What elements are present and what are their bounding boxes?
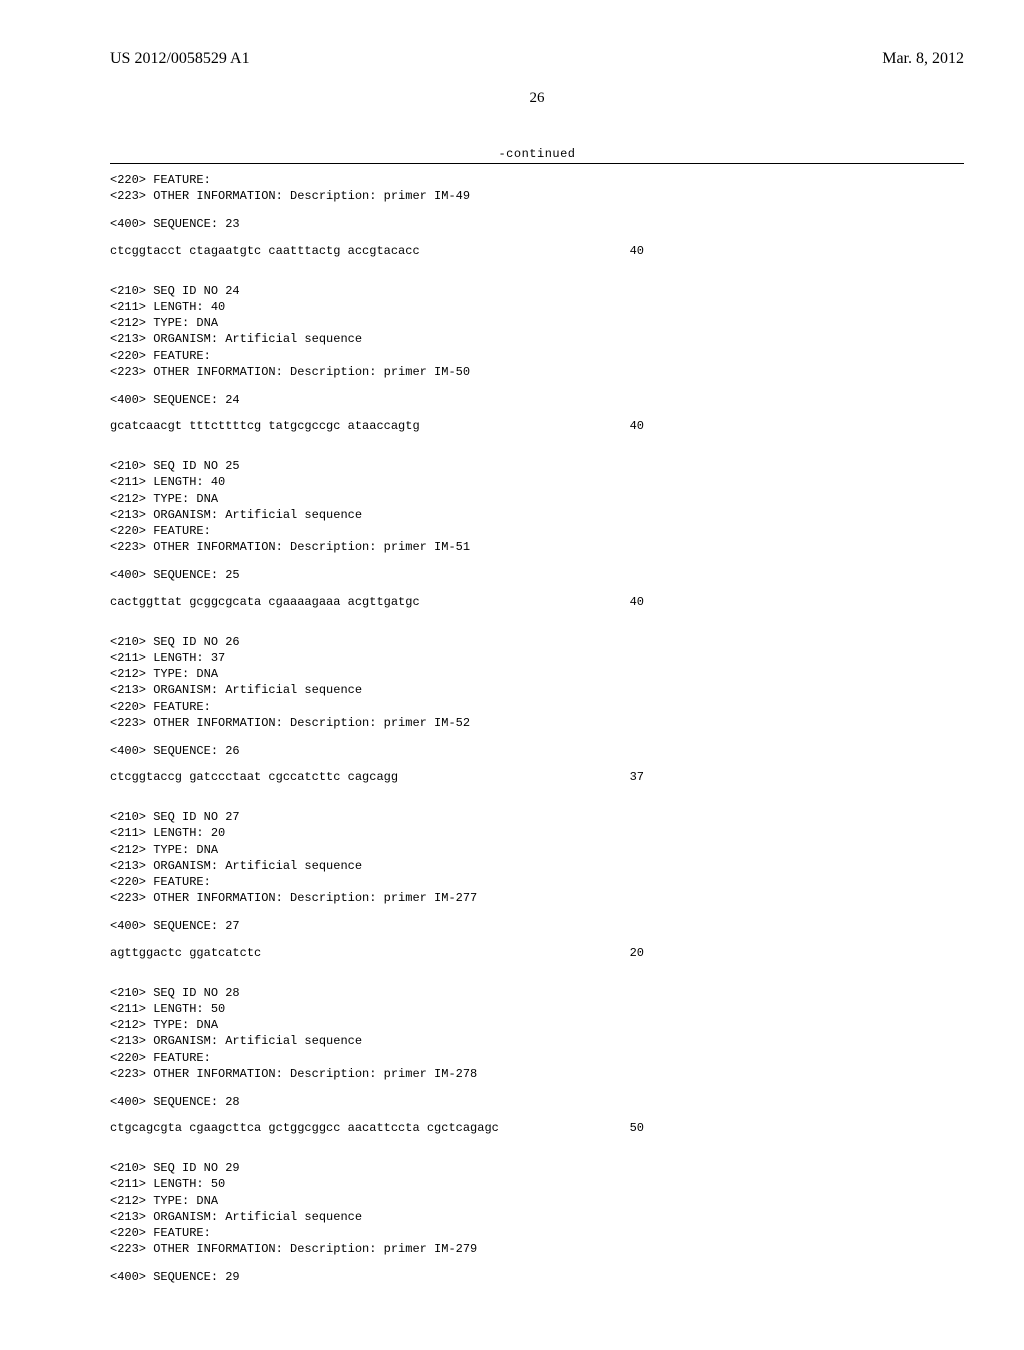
sequence-metadata: <210> SEQ ID NO 28 <211> LENGTH: 50 <212…	[110, 985, 964, 1082]
sequence-length: 37	[630, 769, 964, 785]
sequence-text: gcatcaacgt tttcttttcg tatgcgccgc ataacca…	[110, 418, 420, 434]
sequence-label: <400> SEQUENCE: 28	[110, 1094, 964, 1110]
sequence-row: cactggttat gcggcgcata cgaaaagaaa acgttga…	[110, 594, 964, 610]
page-header: US 2012/0058529 A1 Mar. 8, 2012	[110, 50, 964, 68]
sequence-entry: <210> SEQ ID NO 28 <211> LENGTH: 50 <212…	[110, 985, 964, 1137]
rule-top	[110, 163, 964, 164]
sequence-text: agttggactc ggatcatctc	[110, 945, 261, 961]
sequence-entry: <210> SEQ ID NO 26 <211> LENGTH: 37 <212…	[110, 634, 964, 786]
sequence-entry: <220> FEATURE: <223> OTHER INFORMATION: …	[110, 172, 964, 259]
sequence-row: ctcggtaccg gatccctaat cgccatcttc cagcagg…	[110, 769, 964, 785]
sequence-label: <400> SEQUENCE: 25	[110, 567, 964, 583]
sequence-metadata: <210> SEQ ID NO 25 <211> LENGTH: 40 <212…	[110, 458, 964, 555]
sequence-metadata: <210> SEQ ID NO 27 <211> LENGTH: 20 <212…	[110, 809, 964, 906]
sequence-row: ctgcagcgta cgaagcttca gctggcggcc aacattc…	[110, 1120, 964, 1136]
sequence-entry: <210> SEQ ID NO 25 <211> LENGTH: 40 <212…	[110, 458, 964, 610]
patent-page: US 2012/0058529 A1 Mar. 8, 2012 26 -cont…	[0, 0, 1024, 1350]
page-number: 26	[110, 90, 964, 107]
sequence-label: <400> SEQUENCE: 27	[110, 918, 964, 934]
sequence-entry: <210> SEQ ID NO 29 <211> LENGTH: 50 <212…	[110, 1160, 964, 1285]
sequence-label: <400> SEQUENCE: 26	[110, 743, 964, 759]
sequence-metadata: <220> FEATURE: <223> OTHER INFORMATION: …	[110, 172, 964, 204]
sequence-listing: <220> FEATURE: <223> OTHER INFORMATION: …	[110, 172, 964, 1286]
sequence-text: ctgcagcgta cgaagcttca gctggcggcc aacattc…	[110, 1120, 499, 1136]
sequence-entry: <210> SEQ ID NO 27 <211> LENGTH: 20 <212…	[110, 809, 964, 961]
continued-label: -continued	[110, 147, 964, 161]
sequence-length: 40	[630, 418, 964, 434]
sequence-label: <400> SEQUENCE: 23	[110, 216, 964, 232]
sequence-row: agttggactc ggatcatctc 20	[110, 945, 964, 961]
sequence-metadata: <210> SEQ ID NO 29 <211> LENGTH: 50 <212…	[110, 1160, 964, 1257]
sequence-text: ctcggtacct ctagaatgtc caatttactg accgtac…	[110, 243, 420, 259]
sequence-length: 50	[630, 1120, 964, 1136]
sequence-length: 20	[630, 945, 964, 961]
sequence-label: <400> SEQUENCE: 24	[110, 392, 964, 408]
sequence-text: cactggttat gcggcgcata cgaaaagaaa acgttga…	[110, 594, 420, 610]
sequence-label: <400> SEQUENCE: 29	[110, 1269, 964, 1285]
sequence-metadata: <210> SEQ ID NO 24 <211> LENGTH: 40 <212…	[110, 283, 964, 380]
publication-number: US 2012/0058529 A1	[110, 50, 250, 68]
sequence-length: 40	[630, 594, 964, 610]
sequence-entry: <210> SEQ ID NO 24 <211> LENGTH: 40 <212…	[110, 283, 964, 435]
sequence-length: 40	[630, 243, 964, 259]
sequence-row: ctcggtacct ctagaatgtc caatttactg accgtac…	[110, 243, 964, 259]
publication-date: Mar. 8, 2012	[882, 50, 964, 68]
sequence-text: ctcggtaccg gatccctaat cgccatcttc cagcagg	[110, 769, 398, 785]
sequence-row: gcatcaacgt tttcttttcg tatgcgccgc ataacca…	[110, 418, 964, 434]
sequence-metadata: <210> SEQ ID NO 26 <211> LENGTH: 37 <212…	[110, 634, 964, 731]
